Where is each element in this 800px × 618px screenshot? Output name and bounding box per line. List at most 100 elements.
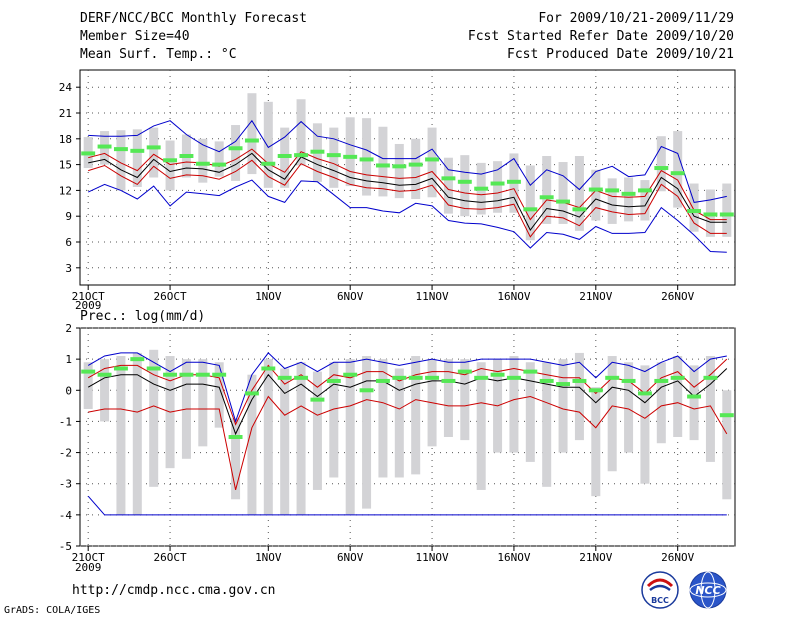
- logos: BCC NCC: [641, 571, 727, 609]
- prec-box-26: [509, 356, 519, 453]
- prec-median-16: [343, 372, 358, 377]
- temp-box-13: [296, 99, 306, 166]
- prec-frame: [79, 327, 736, 547]
- prec-median-12: [277, 375, 292, 380]
- temp-box-3: [132, 129, 142, 187]
- prec-box-34: [640, 365, 650, 484]
- prec-xtick-label-6: 21NOV: [579, 551, 612, 564]
- prec-box-35: [656, 362, 666, 444]
- temp-median-31: [588, 187, 603, 192]
- prec-std-upper-line: [87, 358, 728, 426]
- temp-xtick-label-1: 26OCT: [154, 290, 187, 303]
- prec-box-38: [705, 356, 715, 462]
- ncc-logo: NCC: [689, 571, 727, 609]
- prec-median-9: [228, 435, 243, 439]
- prec-box-16: [345, 359, 355, 515]
- temp-box-15: [329, 127, 339, 188]
- temp-median-13: [294, 153, 309, 158]
- prec-xtick-sub-0: 2009: [75, 561, 102, 574]
- temp-xtick-label-2: 1NOV: [255, 290, 282, 303]
- prec-box-29: [558, 359, 568, 453]
- prec-box-31: [591, 387, 601, 497]
- prec-median-34: [637, 391, 652, 396]
- prec-box-2: [116, 356, 126, 515]
- temp-ytick-label-6: 21: [59, 107, 72, 120]
- prec-box-12: [280, 368, 290, 515]
- prec-median-28: [539, 378, 554, 383]
- temp-median-12: [277, 154, 292, 158]
- temp-box-21: [427, 127, 437, 198]
- ncc-logo-text: NCC: [695, 584, 720, 597]
- temp-box-11: [263, 101, 273, 188]
- temp-median-10: [244, 138, 259, 143]
- grads-credit: GrADS: COLA/IGES: [4, 605, 101, 616]
- prec-box-27: [525, 362, 535, 462]
- temp-median-6: [179, 154, 194, 158]
- prec-box-36: [673, 356, 683, 437]
- temp-median-37: [687, 209, 702, 214]
- prec-box-10: [247, 374, 257, 515]
- prec-median-32: [605, 375, 620, 380]
- temp-median-28: [539, 195, 554, 200]
- prec-box-33: [624, 362, 634, 453]
- temp-median-14: [310, 149, 325, 154]
- prec-box-22: [443, 359, 453, 437]
- temp-median-39: [719, 212, 734, 217]
- temp-median-32: [605, 188, 620, 193]
- temp-box-29: [558, 162, 568, 224]
- temp-median-22: [441, 176, 456, 181]
- prec-box-9: [231, 418, 241, 500]
- prec-ytick-label-5: 0: [65, 384, 72, 397]
- prec-box-19: [394, 368, 404, 478]
- temp-box-30: [574, 156, 584, 231]
- temp-box-35: [656, 136, 666, 192]
- prec-box-4: [149, 349, 159, 487]
- temp-ytick-label-3: 12: [59, 184, 72, 197]
- prec-xtick-label-7: 26NOV: [661, 551, 694, 564]
- forecast-title: DERF/NCC/BCC Monthly Forecast: [80, 11, 307, 26]
- prec-box-28: [542, 362, 552, 487]
- temp-median-0: [81, 151, 96, 156]
- temp-median-23: [457, 179, 472, 184]
- prec-median-19: [392, 375, 407, 380]
- prec-min-line: [87, 495, 727, 516]
- prec-median-14: [310, 397, 325, 402]
- prec-median-26: [506, 375, 521, 380]
- prec-median-7: [195, 372, 210, 377]
- temp-box-36: [673, 131, 683, 208]
- temp-std-upper-line: [88, 148, 727, 221]
- prec-median-31: [588, 388, 603, 393]
- footer-url[interactable]: http://cmdp.ncc.cma.gov.cn: [72, 583, 276, 598]
- temp-median-26: [506, 179, 521, 184]
- temp-box-37: [689, 183, 699, 232]
- prec-median-2: [113, 366, 128, 371]
- bcc-logo-text: BCC: [651, 596, 669, 605]
- temp-box-9: [231, 125, 241, 181]
- temp-median-18: [375, 163, 390, 168]
- prec-median-10: [244, 391, 259, 396]
- temp-median-34: [637, 188, 652, 193]
- prec-box-7: [198, 359, 208, 447]
- prec-box-1: [100, 359, 110, 422]
- prec-median-37: [687, 394, 702, 399]
- temp-box-23: [460, 155, 470, 217]
- temp-box-27: [525, 165, 535, 241]
- prec-box-18: [378, 359, 388, 478]
- temp-median-20: [408, 162, 423, 167]
- prec-ytick-label-0: -5: [59, 540, 72, 553]
- temp-box-18: [378, 126, 388, 197]
- temp-median-16: [343, 154, 358, 159]
- temp-box-5: [165, 140, 175, 191]
- prec-ytick-label-1: -4: [59, 509, 73, 522]
- temp-median-29: [556, 199, 571, 204]
- temp-box-20: [411, 138, 421, 199]
- prec-median-25: [490, 372, 505, 377]
- temp-median-25: [490, 181, 505, 186]
- variable-label: Mean Surf. Temp.: °C: [80, 47, 237, 62]
- prec-median-4: [146, 366, 161, 371]
- prec-max-line: [87, 352, 727, 424]
- prec-xtick-label-1: 26OCT: [154, 551, 187, 564]
- prec-median-29: [556, 382, 571, 387]
